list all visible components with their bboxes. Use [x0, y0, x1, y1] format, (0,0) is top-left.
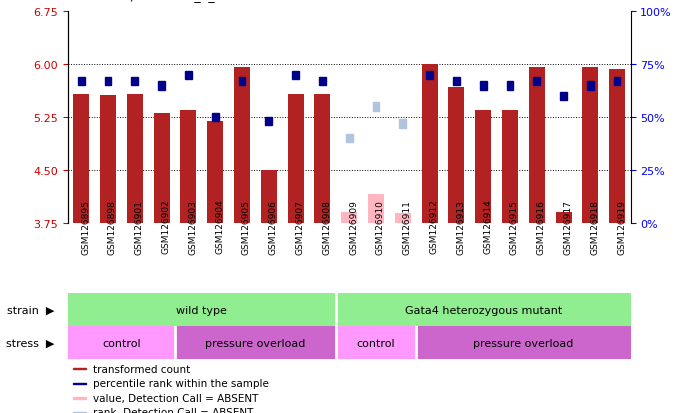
Bar	[180, 111, 197, 223]
Bar	[153, 114, 170, 223]
Bar	[480, 82, 487, 90]
Text: GSM126913: GSM126913	[456, 199, 465, 254]
Bar	[341, 212, 357, 223]
Bar	[175, 326, 336, 359]
Bar	[78, 78, 85, 86]
Text: GSM126907: GSM126907	[296, 199, 304, 254]
Text: GSM126909: GSM126909	[349, 199, 358, 254]
Bar	[336, 326, 416, 359]
Bar	[315, 95, 330, 223]
Bar	[416, 326, 631, 359]
Bar	[560, 93, 567, 101]
Text: pressure overload: pressure overload	[205, 338, 306, 348]
Bar	[422, 65, 437, 223]
Text: GSM126916: GSM126916	[537, 199, 546, 254]
Bar	[614, 78, 620, 86]
Bar	[555, 212, 572, 223]
Bar	[534, 78, 540, 86]
Text: value, Detection Call = ABSENT: value, Detection Call = ABSENT	[93, 393, 258, 403]
Text: GDS2316 / 1448664_a_at: GDS2316 / 1448664_a_at	[68, 0, 227, 2]
Bar	[373, 103, 379, 112]
Text: GSM126915: GSM126915	[510, 199, 519, 254]
Bar	[73, 397, 86, 399]
Bar	[336, 293, 631, 326]
Text: GSM126918: GSM126918	[591, 199, 599, 254]
Bar	[127, 95, 143, 223]
Text: GSM126912: GSM126912	[430, 199, 439, 254]
Text: GSM126895: GSM126895	[81, 199, 90, 254]
Bar	[100, 96, 116, 223]
Bar	[346, 135, 353, 143]
Text: GSM126914: GSM126914	[483, 199, 492, 254]
Bar	[448, 88, 464, 223]
Text: GSM126911: GSM126911	[403, 199, 412, 254]
Text: GSM126901: GSM126901	[135, 199, 144, 254]
Bar	[475, 111, 491, 223]
Text: strain  ▶: strain ▶	[7, 305, 54, 315]
Bar	[319, 78, 325, 86]
Bar	[212, 114, 218, 122]
Text: transformed count: transformed count	[93, 364, 191, 374]
Bar	[453, 78, 460, 86]
Bar	[395, 214, 411, 223]
Bar	[582, 68, 599, 223]
Bar	[261, 170, 277, 223]
Bar	[265, 118, 272, 126]
Bar	[68, 326, 175, 359]
Bar	[287, 95, 304, 223]
Text: Gata4 heterozygous mutant: Gata4 heterozygous mutant	[405, 305, 562, 315]
Bar	[587, 82, 594, 90]
Text: GSM126905: GSM126905	[242, 199, 251, 254]
Bar	[234, 68, 250, 223]
Text: GSM126919: GSM126919	[617, 199, 626, 254]
Bar	[506, 82, 513, 90]
Bar	[104, 78, 111, 86]
Text: rank, Detection Call = ABSENT: rank, Detection Call = ABSENT	[93, 408, 254, 413]
Bar	[73, 412, 86, 413]
Bar	[426, 71, 433, 80]
Bar	[158, 82, 165, 90]
Text: wild type: wild type	[176, 305, 227, 315]
Text: GSM126902: GSM126902	[161, 199, 171, 254]
Text: GSM126910: GSM126910	[376, 199, 385, 254]
Bar	[73, 368, 86, 370]
Bar	[68, 293, 336, 326]
Text: GSM126917: GSM126917	[563, 199, 572, 254]
Bar	[239, 78, 245, 86]
Bar	[399, 120, 406, 128]
Bar	[502, 111, 518, 223]
Bar	[73, 383, 86, 384]
Bar	[292, 71, 299, 80]
Text: GSM126903: GSM126903	[188, 199, 197, 254]
Bar	[368, 194, 384, 223]
Text: GSM126904: GSM126904	[215, 199, 224, 254]
Bar	[185, 71, 192, 80]
Bar	[609, 70, 625, 223]
Text: percentile rank within the sample: percentile rank within the sample	[93, 378, 269, 389]
Bar	[73, 95, 89, 223]
Bar	[207, 121, 223, 223]
Text: stress  ▶: stress ▶	[6, 338, 54, 348]
Text: control: control	[102, 338, 141, 348]
Text: GSM126898: GSM126898	[108, 199, 117, 254]
Text: control: control	[357, 338, 395, 348]
Text: GSM126906: GSM126906	[268, 199, 278, 254]
Text: GSM126908: GSM126908	[322, 199, 332, 254]
Text: pressure overload: pressure overload	[473, 338, 574, 348]
Bar	[132, 78, 138, 86]
Bar	[529, 68, 545, 223]
